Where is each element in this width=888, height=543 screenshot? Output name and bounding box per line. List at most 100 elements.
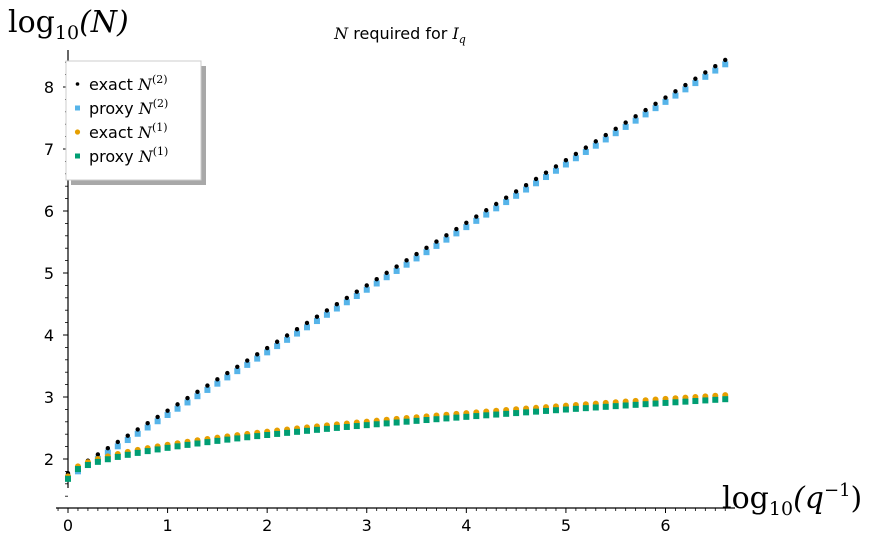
data-point (154, 446, 161, 453)
data-point (204, 439, 211, 446)
data-point (224, 374, 231, 381)
data-point (583, 145, 589, 150)
data-point (284, 429, 291, 436)
data-point (404, 258, 409, 263)
data-point (245, 358, 250, 363)
x-tick-label: 1 (162, 516, 172, 535)
data-point (134, 430, 141, 437)
data-point (533, 180, 540, 187)
data-point (394, 264, 399, 269)
data-point (552, 407, 559, 414)
data-point (464, 220, 469, 225)
data-point (562, 406, 569, 413)
data-point (423, 249, 430, 256)
x-tick-label: 2 (262, 516, 272, 535)
data-point (164, 444, 171, 451)
data-point (672, 399, 679, 406)
x-axis-label: log10(q−1) (722, 480, 862, 520)
legend-marker (74, 129, 81, 135)
data-point (683, 82, 688, 88)
data-point (553, 164, 559, 169)
data-point (254, 433, 261, 440)
data-point (363, 422, 370, 429)
data-point (244, 361, 251, 368)
data-point (134, 449, 141, 456)
data-point (144, 448, 151, 455)
data-point (184, 399, 191, 406)
y-tick-label: 3 (44, 388, 54, 407)
data-points (65, 57, 729, 482)
data-point (343, 299, 350, 306)
data-point (573, 151, 579, 157)
data-point (255, 352, 260, 357)
data-point (313, 426, 320, 433)
data-point (453, 414, 460, 421)
data-point (653, 101, 658, 107)
data-point (135, 427, 140, 432)
data-point (304, 324, 310, 331)
data-point (663, 95, 668, 100)
data-point (703, 70, 708, 75)
chart-title-subscript: q (459, 33, 466, 46)
data-point (693, 76, 698, 81)
data-point (673, 89, 678, 94)
data-point (433, 416, 440, 423)
y-tick-label: 8 (44, 78, 54, 97)
data-point (602, 136, 609, 143)
data-point (94, 458, 101, 465)
data-point (503, 199, 510, 206)
data-point (323, 425, 330, 432)
data-point (374, 276, 379, 282)
data-point (523, 186, 530, 193)
data-point (114, 453, 121, 460)
y-tick-label: 5 (44, 264, 54, 283)
data-point (682, 398, 689, 405)
data-point (652, 105, 659, 112)
data-point (543, 170, 549, 175)
data-point (244, 434, 251, 441)
data-point (403, 261, 410, 268)
data-point (454, 226, 459, 232)
data-point (572, 155, 579, 162)
data-point (274, 343, 281, 350)
legend-label: exact N(1) (89, 121, 168, 142)
chart-title-symbol: N (333, 24, 349, 43)
data-point (124, 451, 131, 458)
data-point (503, 195, 509, 200)
data-point (334, 301, 340, 307)
data-point (225, 370, 230, 376)
data-point (175, 402, 180, 407)
data-point (523, 409, 530, 416)
data-point (662, 399, 669, 406)
data-point (433, 242, 440, 249)
data-point (672, 92, 679, 99)
data-point (294, 428, 301, 435)
data-point (662, 98, 669, 105)
y-axis-label-base: 10 (55, 22, 79, 44)
legend-label: proxy N(1) (89, 145, 168, 166)
data-point (682, 86, 689, 93)
data-point (513, 189, 519, 194)
data-point (722, 396, 729, 403)
data-point (304, 320, 310, 326)
data-point (164, 411, 171, 418)
data-point (344, 295, 350, 301)
data-point (563, 157, 569, 163)
data-point (194, 440, 201, 447)
data-point (235, 364, 240, 370)
data-point (354, 289, 359, 294)
data-point (154, 418, 161, 425)
data-point (413, 417, 420, 424)
data-point (642, 111, 649, 118)
data-point (722, 61, 729, 68)
data-point (264, 345, 270, 351)
data-point (652, 400, 659, 407)
x-axis-label-close: ) (851, 481, 863, 516)
x-tick-label: 5 (561, 516, 571, 535)
data-point (623, 120, 628, 125)
data-point (333, 305, 340, 312)
legend-marker (75, 153, 80, 159)
data-point (603, 132, 608, 138)
data-point (473, 413, 480, 420)
